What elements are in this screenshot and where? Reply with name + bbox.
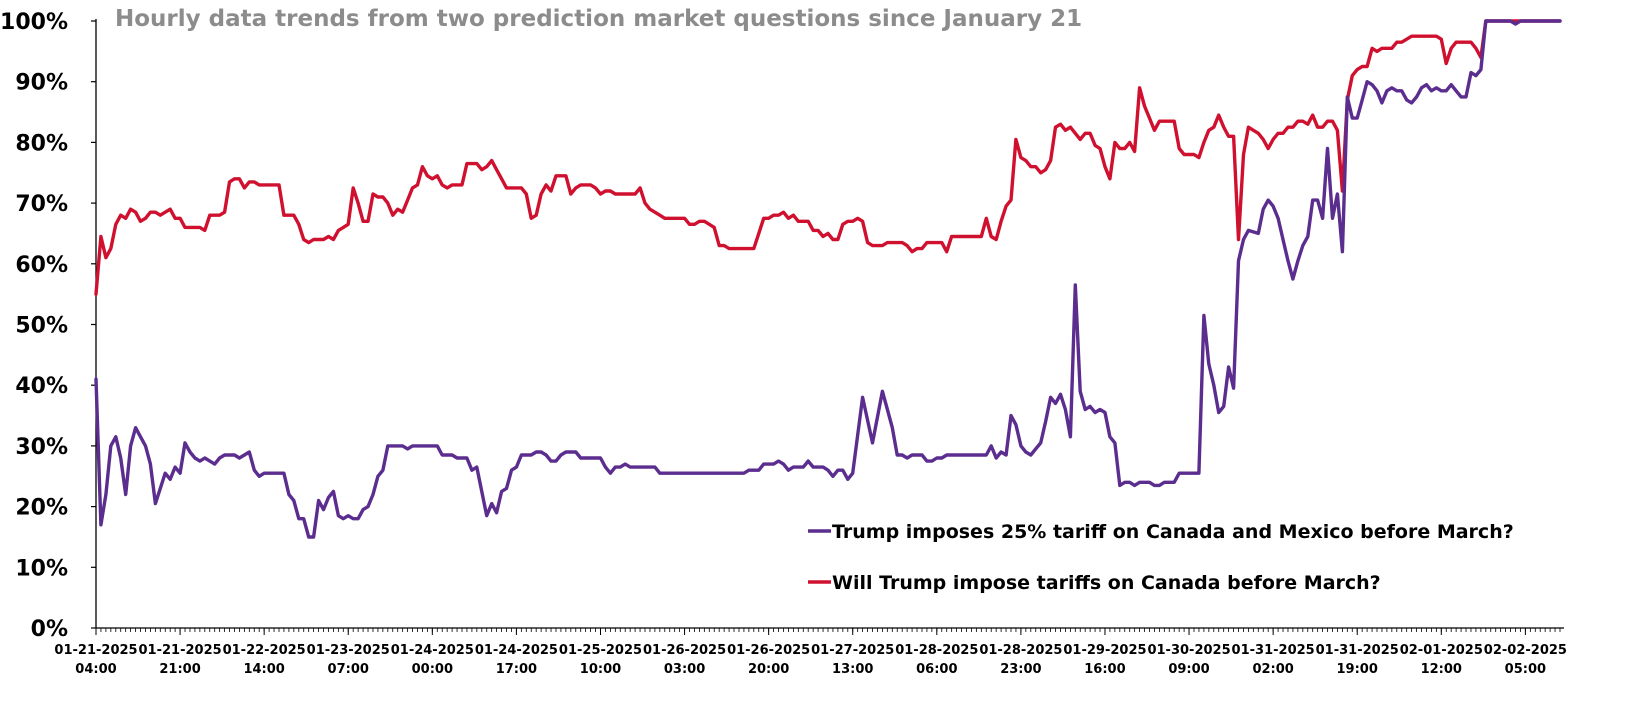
x-tick-label-date: 01-31-2025 xyxy=(1316,643,1399,658)
x-tick-label-date: 01-30-2025 xyxy=(1147,643,1230,658)
y-tick-label: 80% xyxy=(15,131,68,156)
legend-label-1: Trump imposes 25% tariff on Canada and M… xyxy=(832,521,1514,543)
y-tick-label: 20% xyxy=(15,496,68,521)
legend: Trump imposes 25% tariff on Canada and M… xyxy=(808,521,1514,594)
x-tick-label-time: 00:00 xyxy=(412,662,453,677)
x-tick-label-date: 01-29-2025 xyxy=(1063,643,1146,658)
y-tick-label: 60% xyxy=(15,253,68,278)
x-tick-label-time: 02:00 xyxy=(1252,662,1293,677)
series-line-1 xyxy=(96,21,1560,537)
x-tick-label-date: 02-02-2025 xyxy=(1484,643,1567,658)
x-tick-label-time: 13:00 xyxy=(832,662,873,677)
x-tick-label-date: 01-21-2025 xyxy=(139,643,222,658)
x-tick-label-date: 01-23-2025 xyxy=(307,643,390,658)
x-tick-label-date: 01-26-2025 xyxy=(727,643,810,658)
series-line-2 xyxy=(96,21,1560,294)
x-tick-label-time: 12:00 xyxy=(1421,662,1462,677)
y-tick-label: 10% xyxy=(15,556,68,581)
x-tick-label-time: 04:00 xyxy=(75,662,116,677)
x-tick-label-date: 01-25-2025 xyxy=(559,643,642,658)
x-tick-label-date: 01-22-2025 xyxy=(223,643,306,658)
x-tick-label-time: 19:00 xyxy=(1337,662,1378,677)
legend-label-2: Will Trump impose tariffs on Canada befo… xyxy=(832,572,1381,594)
x-tick-label-time: 10:00 xyxy=(580,662,621,677)
x-tick-label-time: 14:00 xyxy=(243,662,284,677)
x-tick-label-date: 01-24-2025 xyxy=(391,643,474,658)
x-tick-label-date: 01-26-2025 xyxy=(643,643,726,658)
x-tick-label-date: 01-21-2025 xyxy=(54,643,137,658)
x-tick-label-date: 01-27-2025 xyxy=(811,643,894,658)
x-tick-label-time: 03:00 xyxy=(664,662,705,677)
chart-title: Hourly data trends from two prediction m… xyxy=(115,6,1082,32)
x-tick-label-time: 06:00 xyxy=(916,662,957,677)
series-lines xyxy=(96,21,1560,537)
y-tick-label: 30% xyxy=(15,435,68,460)
x-tick-label-time: 21:00 xyxy=(159,662,200,677)
x-tick-label-time: 20:00 xyxy=(748,662,789,677)
x-tick-label-time: 05:00 xyxy=(1505,662,1546,677)
y-tick-label: 100% xyxy=(0,10,68,35)
x-tick-label-date: 02-01-2025 xyxy=(1400,643,1483,658)
x-tick-label-date: 01-24-2025 xyxy=(475,643,558,658)
x-tick-label-date: 01-28-2025 xyxy=(895,643,978,658)
x-tick-label-date: 01-31-2025 xyxy=(1232,643,1315,658)
y-tick-label: 90% xyxy=(15,71,68,96)
x-tick-label-time: 17:00 xyxy=(496,662,537,677)
x-tick-label-time: 09:00 xyxy=(1168,662,1209,677)
y-tick-label: 70% xyxy=(15,192,68,217)
x-tick-label-time: 23:00 xyxy=(1000,662,1041,677)
y-tick-label: 50% xyxy=(15,314,68,339)
x-tick-label-time: 07:00 xyxy=(328,662,369,677)
x-tick-label-time: 16:00 xyxy=(1084,662,1125,677)
y-tick-label: 0% xyxy=(31,617,68,642)
y-tick-label: 40% xyxy=(15,374,68,399)
x-tick-label-date: 01-28-2025 xyxy=(979,643,1062,658)
